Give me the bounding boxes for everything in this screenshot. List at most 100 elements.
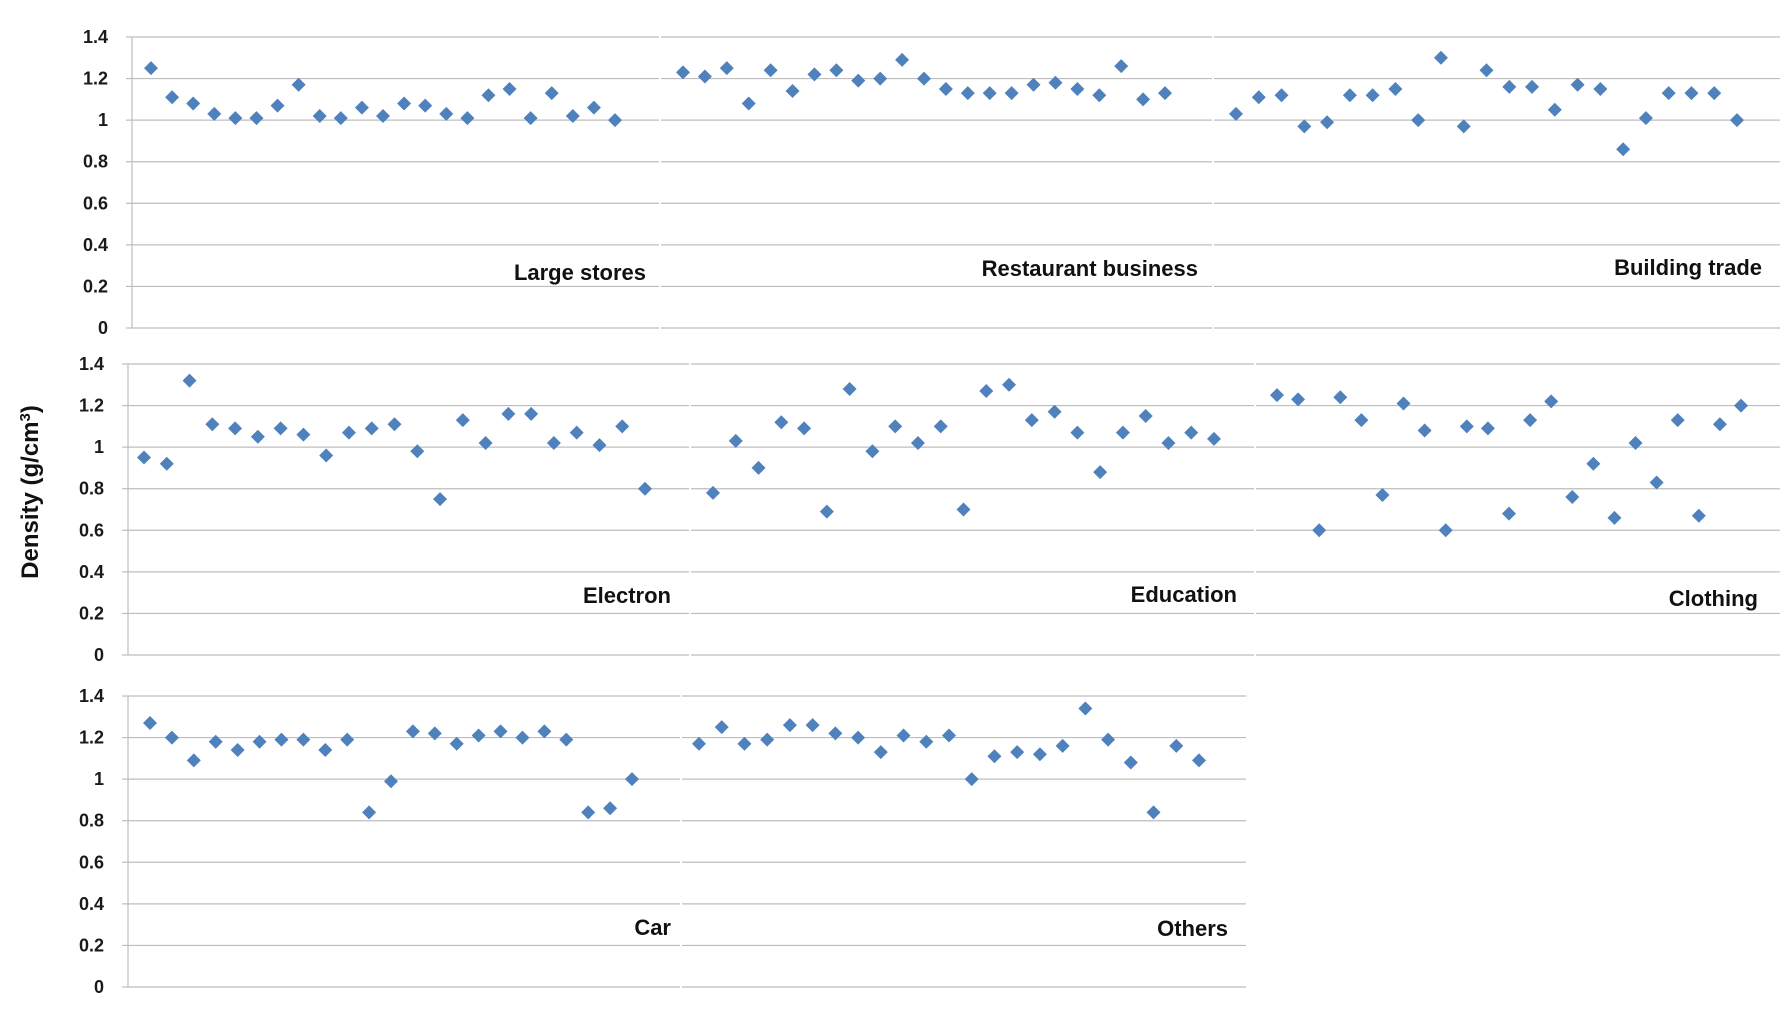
data-point bbox=[228, 111, 243, 126]
data-point bbox=[737, 736, 752, 751]
data-point bbox=[439, 106, 454, 121]
data-point bbox=[1411, 113, 1426, 128]
data-point bbox=[933, 419, 948, 434]
data-point bbox=[502, 81, 517, 96]
data-point bbox=[230, 743, 245, 758]
data-point bbox=[917, 71, 931, 86]
data-point bbox=[782, 718, 797, 733]
data-point bbox=[471, 728, 486, 743]
data-point bbox=[1138, 408, 1153, 423]
data-point bbox=[449, 736, 464, 751]
y-tick-label: 1.2 bbox=[79, 728, 104, 748]
data-point bbox=[1707, 86, 1722, 101]
data-point bbox=[144, 61, 158, 76]
data-point bbox=[1032, 747, 1047, 762]
panel-title: Education bbox=[1131, 582, 1237, 607]
data-point bbox=[1297, 119, 1312, 134]
data-point bbox=[1459, 419, 1474, 434]
data-point bbox=[625, 772, 639, 787]
y-tick-label: 0.2 bbox=[79, 603, 104, 623]
data-point bbox=[569, 425, 584, 440]
y-tick-label: 0.2 bbox=[83, 276, 108, 296]
y-tick-label: 0.6 bbox=[83, 193, 108, 213]
data-point bbox=[706, 485, 720, 500]
panel-education: Education bbox=[691, 363, 1254, 656]
data-point bbox=[252, 734, 267, 749]
data-point bbox=[1628, 435, 1643, 450]
data-point bbox=[250, 429, 265, 444]
data-point bbox=[1010, 745, 1025, 760]
data-point bbox=[515, 730, 530, 745]
data-point bbox=[714, 720, 729, 735]
data-point bbox=[979, 384, 994, 399]
data-point bbox=[919, 734, 934, 749]
data-point bbox=[1093, 465, 1108, 480]
data-point bbox=[982, 86, 997, 101]
y-axis-label: Density (g/cm3) bbox=[17, 405, 44, 579]
data-point bbox=[865, 444, 880, 459]
data-point bbox=[501, 406, 516, 421]
data-point bbox=[942, 728, 956, 743]
data-point bbox=[340, 732, 355, 747]
data-point bbox=[1712, 417, 1727, 432]
data-point bbox=[296, 732, 311, 747]
panel-clothing: Clothing bbox=[1256, 363, 1780, 656]
data-point bbox=[296, 427, 311, 442]
y-tick-label: 1 bbox=[94, 769, 104, 789]
data-point bbox=[751, 460, 766, 475]
data-point bbox=[1274, 88, 1289, 103]
panel-others: Others bbox=[682, 695, 1246, 988]
data-point bbox=[1502, 506, 1516, 521]
data-point bbox=[581, 805, 596, 820]
data-point bbox=[523, 111, 538, 126]
data-point bbox=[1229, 106, 1243, 121]
data-point bbox=[1649, 475, 1664, 490]
data-point bbox=[208, 734, 223, 749]
data-point bbox=[1388, 81, 1403, 96]
data-point bbox=[384, 774, 398, 789]
data-point bbox=[603, 801, 618, 816]
y-tick-label: 0.8 bbox=[79, 479, 104, 499]
data-point bbox=[397, 96, 412, 111]
data-point bbox=[819, 504, 834, 519]
y-tick-label: 0.6 bbox=[79, 852, 104, 872]
data-point bbox=[1342, 88, 1357, 103]
data-point bbox=[638, 481, 652, 496]
data-point bbox=[1479, 63, 1494, 78]
data-point bbox=[615, 419, 630, 434]
data-point bbox=[1026, 77, 1041, 92]
panel-title: Restaurant business bbox=[982, 256, 1198, 281]
y-tick-label: 0.8 bbox=[83, 152, 108, 172]
data-point bbox=[481, 88, 496, 103]
data-point bbox=[1661, 86, 1676, 101]
data-point bbox=[829, 63, 844, 78]
data-point bbox=[1055, 738, 1070, 753]
data-point bbox=[333, 111, 348, 126]
data-point bbox=[362, 805, 377, 820]
data-point bbox=[728, 433, 743, 448]
data-point bbox=[1024, 413, 1039, 428]
data-point bbox=[559, 732, 574, 747]
y-tick-label: 0 bbox=[98, 318, 108, 338]
data-point bbox=[1101, 732, 1116, 747]
y-tick-label: 1 bbox=[94, 437, 104, 457]
data-point bbox=[1638, 111, 1653, 126]
data-point bbox=[376, 108, 390, 123]
y-tick-label: 0.6 bbox=[79, 520, 104, 540]
data-point bbox=[873, 71, 888, 86]
data-point bbox=[205, 417, 220, 432]
data-point bbox=[592, 438, 607, 453]
panel-title: Building trade bbox=[1614, 255, 1762, 280]
data-point bbox=[1115, 425, 1130, 440]
data-point bbox=[354, 100, 369, 115]
data-point bbox=[1417, 423, 1432, 438]
data-point bbox=[537, 724, 552, 739]
data-point bbox=[1092, 88, 1107, 103]
data-point bbox=[270, 98, 285, 113]
data-point bbox=[851, 73, 866, 88]
data-point bbox=[1251, 90, 1266, 105]
y-tick-label: 1 bbox=[98, 110, 108, 130]
data-point bbox=[987, 749, 1002, 764]
data-point bbox=[842, 381, 857, 396]
data-point bbox=[1070, 425, 1085, 440]
